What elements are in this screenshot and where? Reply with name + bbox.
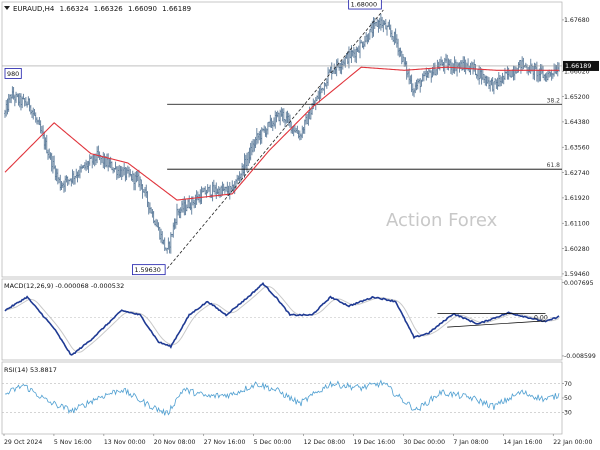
symbol-timeframe: EURAUD,H4 <box>13 5 55 13</box>
rsi-tick-label: 70 <box>564 381 572 388</box>
x-axis-labels: 29 Oct 2024 5 Nov 16:00 13 Nov 00:00 20 Nov… <box>3 434 592 446</box>
x-tick-label: 29 Oct 2024 <box>4 439 42 446</box>
y-axis-labels: 1.67680 1.66020 1.65200 1.64380 1.63560 1.627… <box>534 17 599 417</box>
fib-level-label: 38.2 <box>547 97 561 104</box>
price-tick-label: 1.66020 <box>564 68 590 75</box>
panel-frame-0 <box>1 1 563 278</box>
ohlc-high: 1.66326 <box>94 5 123 13</box>
price-tick-label: 1.62740 <box>564 170 590 177</box>
current-price-label: 1.66189 <box>565 62 591 70</box>
dropdown-triangle-icon[interactable] <box>4 6 10 10</box>
ohlc-low: 1.66090 <box>128 5 157 13</box>
price-callout-label: 980 <box>7 70 19 78</box>
macd-tick-label: -0.008599 <box>564 353 596 360</box>
price-tick-label: 1.65200 <box>564 94 590 101</box>
fib-levels: 38.2 61.8 <box>2 65 562 170</box>
x-tick-label: 30 Dec 00:00 <box>403 439 445 446</box>
x-tick-label: 27 Nov 16:00 <box>204 439 246 446</box>
price-tick-label: 1.59460 <box>564 271 590 278</box>
panel-frame-2 <box>1 361 563 435</box>
price-callout-label: 1.68000 <box>351 1 377 9</box>
price-callouts: 1.68000 1.59630 980 <box>4 0 382 276</box>
price-callout-box <box>132 264 166 276</box>
dashed-trendline <box>166 9 384 269</box>
macd-line <box>4 282 560 356</box>
macd-panel <box>2 282 562 356</box>
price-tick-label: 1.67680 <box>564 17 590 24</box>
price-callout-label: 1.59630 <box>134 266 160 274</box>
price-tick-label: 1.63560 <box>564 144 590 151</box>
price-tick-label: 1.61100 <box>564 220 590 227</box>
x-tick-label: 19 Dec 16:00 <box>354 439 396 446</box>
macd-tick-label: 0.00 <box>534 314 548 321</box>
svg-text:EURAUD,H4 1.66324: EURAUD,H4 1.66324 1.66326 1.66090 1.6618… <box>13 5 191 13</box>
x-tick-label: 13 Nov 00:00 <box>104 439 146 446</box>
rsi-line <box>4 379 560 416</box>
rsi-tick-label: 30 <box>564 410 572 417</box>
x-tick-label: 5 Nov 16:00 <box>54 439 92 446</box>
price-tick-label: 1.61920 <box>564 195 590 202</box>
macd-tick-label: 0.007695 <box>564 280 594 287</box>
x-tick-label: 22 Jan 00:00 <box>553 439 592 446</box>
x-tick-label: 7 Jan 08:00 <box>453 439 488 446</box>
macd-signal-line <box>4 285 560 353</box>
chart-header: EURAUD,H4 1.66324 1.66326 1.66090 1.6618… <box>4 5 191 13</box>
x-tick-label: 5 Dec 00:00 <box>254 439 292 446</box>
panel-frame-1 <box>1 278 563 361</box>
price-callout-box <box>4 68 22 79</box>
price-callout-box <box>348 0 382 10</box>
current-price-box <box>563 60 599 71</box>
moving-average <box>4 66 559 201</box>
ma-line <box>4 66 559 201</box>
rsi-panel <box>2 379 562 416</box>
price-tick-label: 1.60280 <box>564 246 590 253</box>
trendline <box>166 9 384 269</box>
rsi-tick-label: 50 <box>564 395 572 402</box>
price-tick-label: 1.64380 <box>564 119 590 126</box>
x-tick-label: 20 Nov 08:00 <box>154 439 196 446</box>
ohlc-close: 1.66189 <box>162 5 191 13</box>
ohlc-open: 1.66324 <box>60 5 89 13</box>
watermark: Action Forex <box>386 210 498 231</box>
macd-label: MACD(12,26,9) -0.000068 -0.000532 <box>4 282 124 290</box>
rsi-label: RSI(14) 53.8817 <box>4 366 57 374</box>
macd-channel-line-1 <box>447 320 546 328</box>
fib-level-label: 61.8 <box>547 162 561 169</box>
x-tick-label: 14 Jan 16:00 <box>503 439 542 446</box>
x-tick-label: 12 Dec 08:00 <box>304 439 346 446</box>
